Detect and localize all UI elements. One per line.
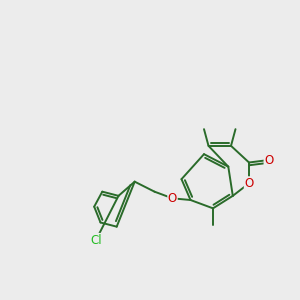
Text: O: O — [168, 192, 177, 205]
Text: Cl: Cl — [90, 233, 102, 247]
Text: O: O — [244, 177, 253, 190]
Text: O: O — [264, 154, 273, 166]
